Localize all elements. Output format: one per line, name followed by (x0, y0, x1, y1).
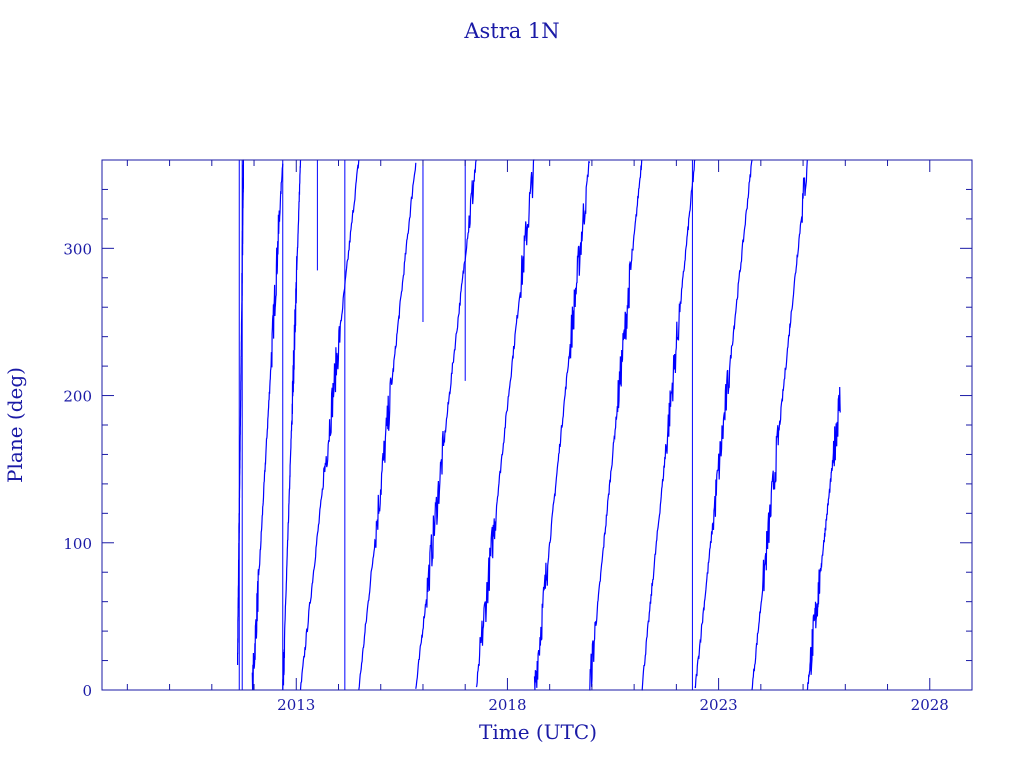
series-segment (415, 159, 477, 689)
y-tick-label: 300 (63, 240, 92, 258)
y-axis-label: Plane (deg) (3, 367, 27, 483)
series-segment (358, 162, 417, 691)
series-segment (533, 160, 590, 690)
series-segment (282, 159, 302, 691)
series-segment (251, 163, 284, 691)
data-layer (237, 159, 841, 691)
plot-frame (101, 159, 973, 691)
x-tick-label: 2013 (277, 696, 315, 714)
y-tick-label: 0 (82, 682, 92, 700)
series-segment (589, 160, 643, 691)
x-axis-label: Time (UTC) (479, 720, 597, 744)
series-segment (475, 159, 535, 688)
x-tick-label: 2023 (700, 696, 738, 714)
y-tick-label: 200 (63, 388, 92, 406)
series-segment (751, 159, 808, 691)
axes: 2013 2018 2023 2028 0 100 200 300 (63, 159, 973, 714)
y-tick-label: 100 (63, 535, 92, 553)
series-segment (641, 159, 696, 691)
series-segment (694, 159, 753, 689)
x-tick-label: 2018 (488, 696, 526, 714)
series-segment (806, 386, 841, 691)
series-segment (299, 159, 360, 691)
chart-title: Astra 1N (463, 19, 559, 43)
x-tick-label: 2028 (911, 696, 949, 714)
